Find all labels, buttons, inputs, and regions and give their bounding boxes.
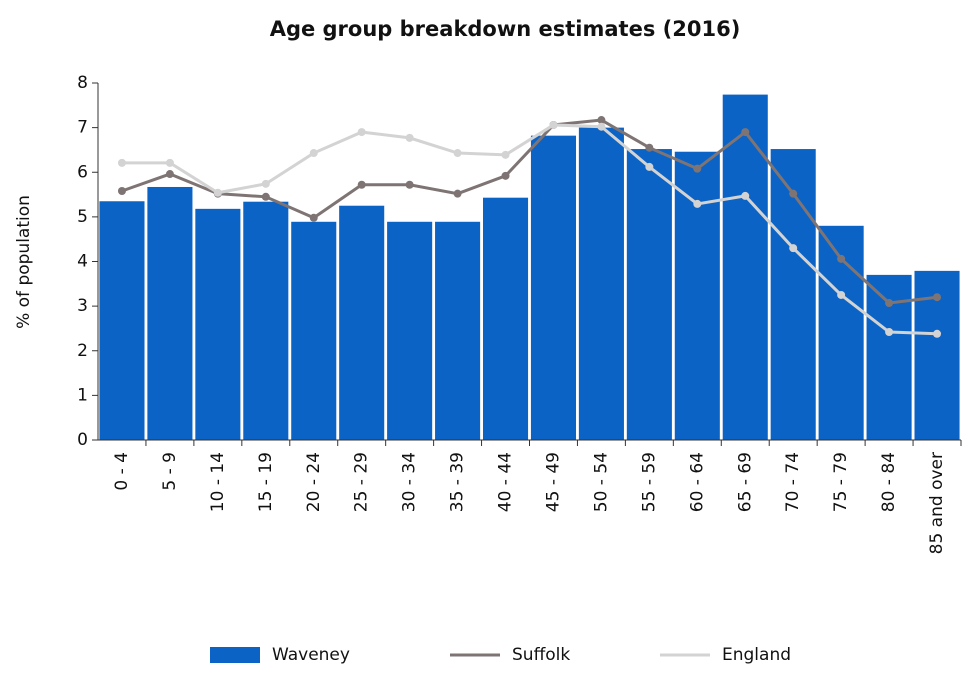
y-tick-label: 6 (77, 162, 88, 182)
x-tick-label: 10 - 14 (208, 452, 228, 512)
bar (530, 135, 577, 440)
point (597, 116, 606, 125)
x-tick-label: 35 - 39 (448, 452, 468, 512)
point (837, 290, 846, 299)
point (261, 192, 270, 201)
point (837, 254, 846, 263)
point (501, 150, 510, 159)
x-tick-label: 75 - 79 (831, 452, 851, 512)
point (933, 293, 942, 302)
point (645, 143, 654, 152)
x-tick-label: 40 - 44 (496, 452, 516, 512)
y-tick-label: 4 (77, 252, 88, 272)
bar (147, 186, 193, 440)
bar (626, 149, 672, 441)
point (741, 128, 750, 137)
y-tick-label: 5 (77, 207, 88, 227)
legend-label: Suffolk (512, 645, 570, 665)
point (789, 189, 798, 198)
bar (339, 205, 385, 440)
point (789, 244, 798, 253)
line (121, 123, 938, 336)
point (597, 122, 606, 131)
point (645, 162, 654, 171)
x-tick-label: 85 and over (927, 452, 947, 554)
bar (578, 127, 624, 440)
x-tick-label: 55 - 59 (639, 452, 659, 512)
y-tick-label: 2 (77, 341, 88, 361)
point (885, 299, 894, 308)
point (885, 328, 894, 337)
legend-label: Waveney (272, 645, 350, 665)
x-tick-label: 0 - 4 (112, 452, 132, 491)
bar (482, 197, 529, 440)
bar (435, 221, 481, 440)
point (693, 199, 702, 208)
point (309, 149, 318, 158)
point (405, 133, 414, 142)
x-tick-label: 50 - 54 (591, 452, 611, 512)
x-tick-label: 65 - 69 (735, 452, 755, 512)
bar (243, 201, 289, 440)
point (693, 164, 702, 173)
chart-title: Age group breakdown estimates (2016) (270, 17, 741, 41)
point (213, 188, 222, 197)
x-tick-label: 5 - 9 (160, 452, 180, 491)
legend-label: England (722, 645, 791, 665)
x-tick-label: 25 - 29 (352, 452, 372, 512)
x-tick-label: 45 - 49 (543, 452, 563, 512)
bar (722, 94, 768, 440)
bar (674, 151, 720, 440)
bar (291, 221, 337, 440)
point (501, 171, 510, 180)
legend-swatch (210, 647, 260, 663)
bar (99, 201, 145, 440)
point (165, 158, 174, 167)
point (453, 189, 462, 198)
point (405, 180, 414, 189)
point (165, 170, 174, 179)
x-tick-label: 30 - 34 (400, 452, 420, 512)
x-tick-label: 80 - 84 (879, 452, 899, 512)
point (117, 186, 126, 195)
x-tick-label: 15 - 19 (256, 452, 276, 512)
y-axis-label: % of population (14, 195, 34, 329)
point (453, 149, 462, 158)
point (741, 191, 750, 200)
bar (195, 208, 241, 440)
point (117, 158, 126, 167)
y-tick-label: 1 (77, 385, 88, 405)
bar (387, 221, 433, 440)
x-tick-label: 20 - 24 (304, 452, 324, 512)
x-tick-label: 70 - 74 (783, 452, 803, 512)
line (121, 118, 938, 305)
y-tick-label: 8 (77, 73, 88, 93)
y-tick-label: 7 (77, 118, 88, 138)
y-tick-label: 3 (77, 296, 88, 316)
point (357, 180, 366, 189)
point (261, 179, 270, 188)
point (549, 120, 558, 129)
point (933, 329, 942, 338)
x-tick-label: 60 - 64 (687, 452, 707, 512)
point (357, 128, 366, 137)
point (309, 213, 318, 222)
y-tick-label: 0 (77, 430, 88, 450)
